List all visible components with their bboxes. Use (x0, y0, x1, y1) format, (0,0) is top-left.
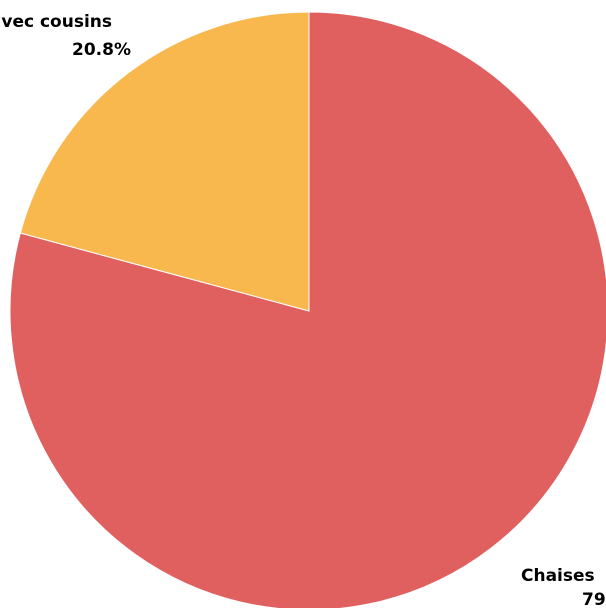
slice-name-label-1: Chaises (521, 566, 595, 586)
slice-percent-label-2: 20.8% (72, 40, 131, 60)
pie-slice-1 (9, 11, 606, 608)
slice-name-label-2: Chaises avec cousins (0, 12, 112, 32)
labels-layer: Chaises 79.2% Chaises avec cousins 20.8% (0, 12, 606, 608)
slices-layer (9, 11, 606, 608)
slice-percent-label-1: 79.2% (582, 590, 606, 608)
pie-slice-2 (19, 11, 310, 312)
